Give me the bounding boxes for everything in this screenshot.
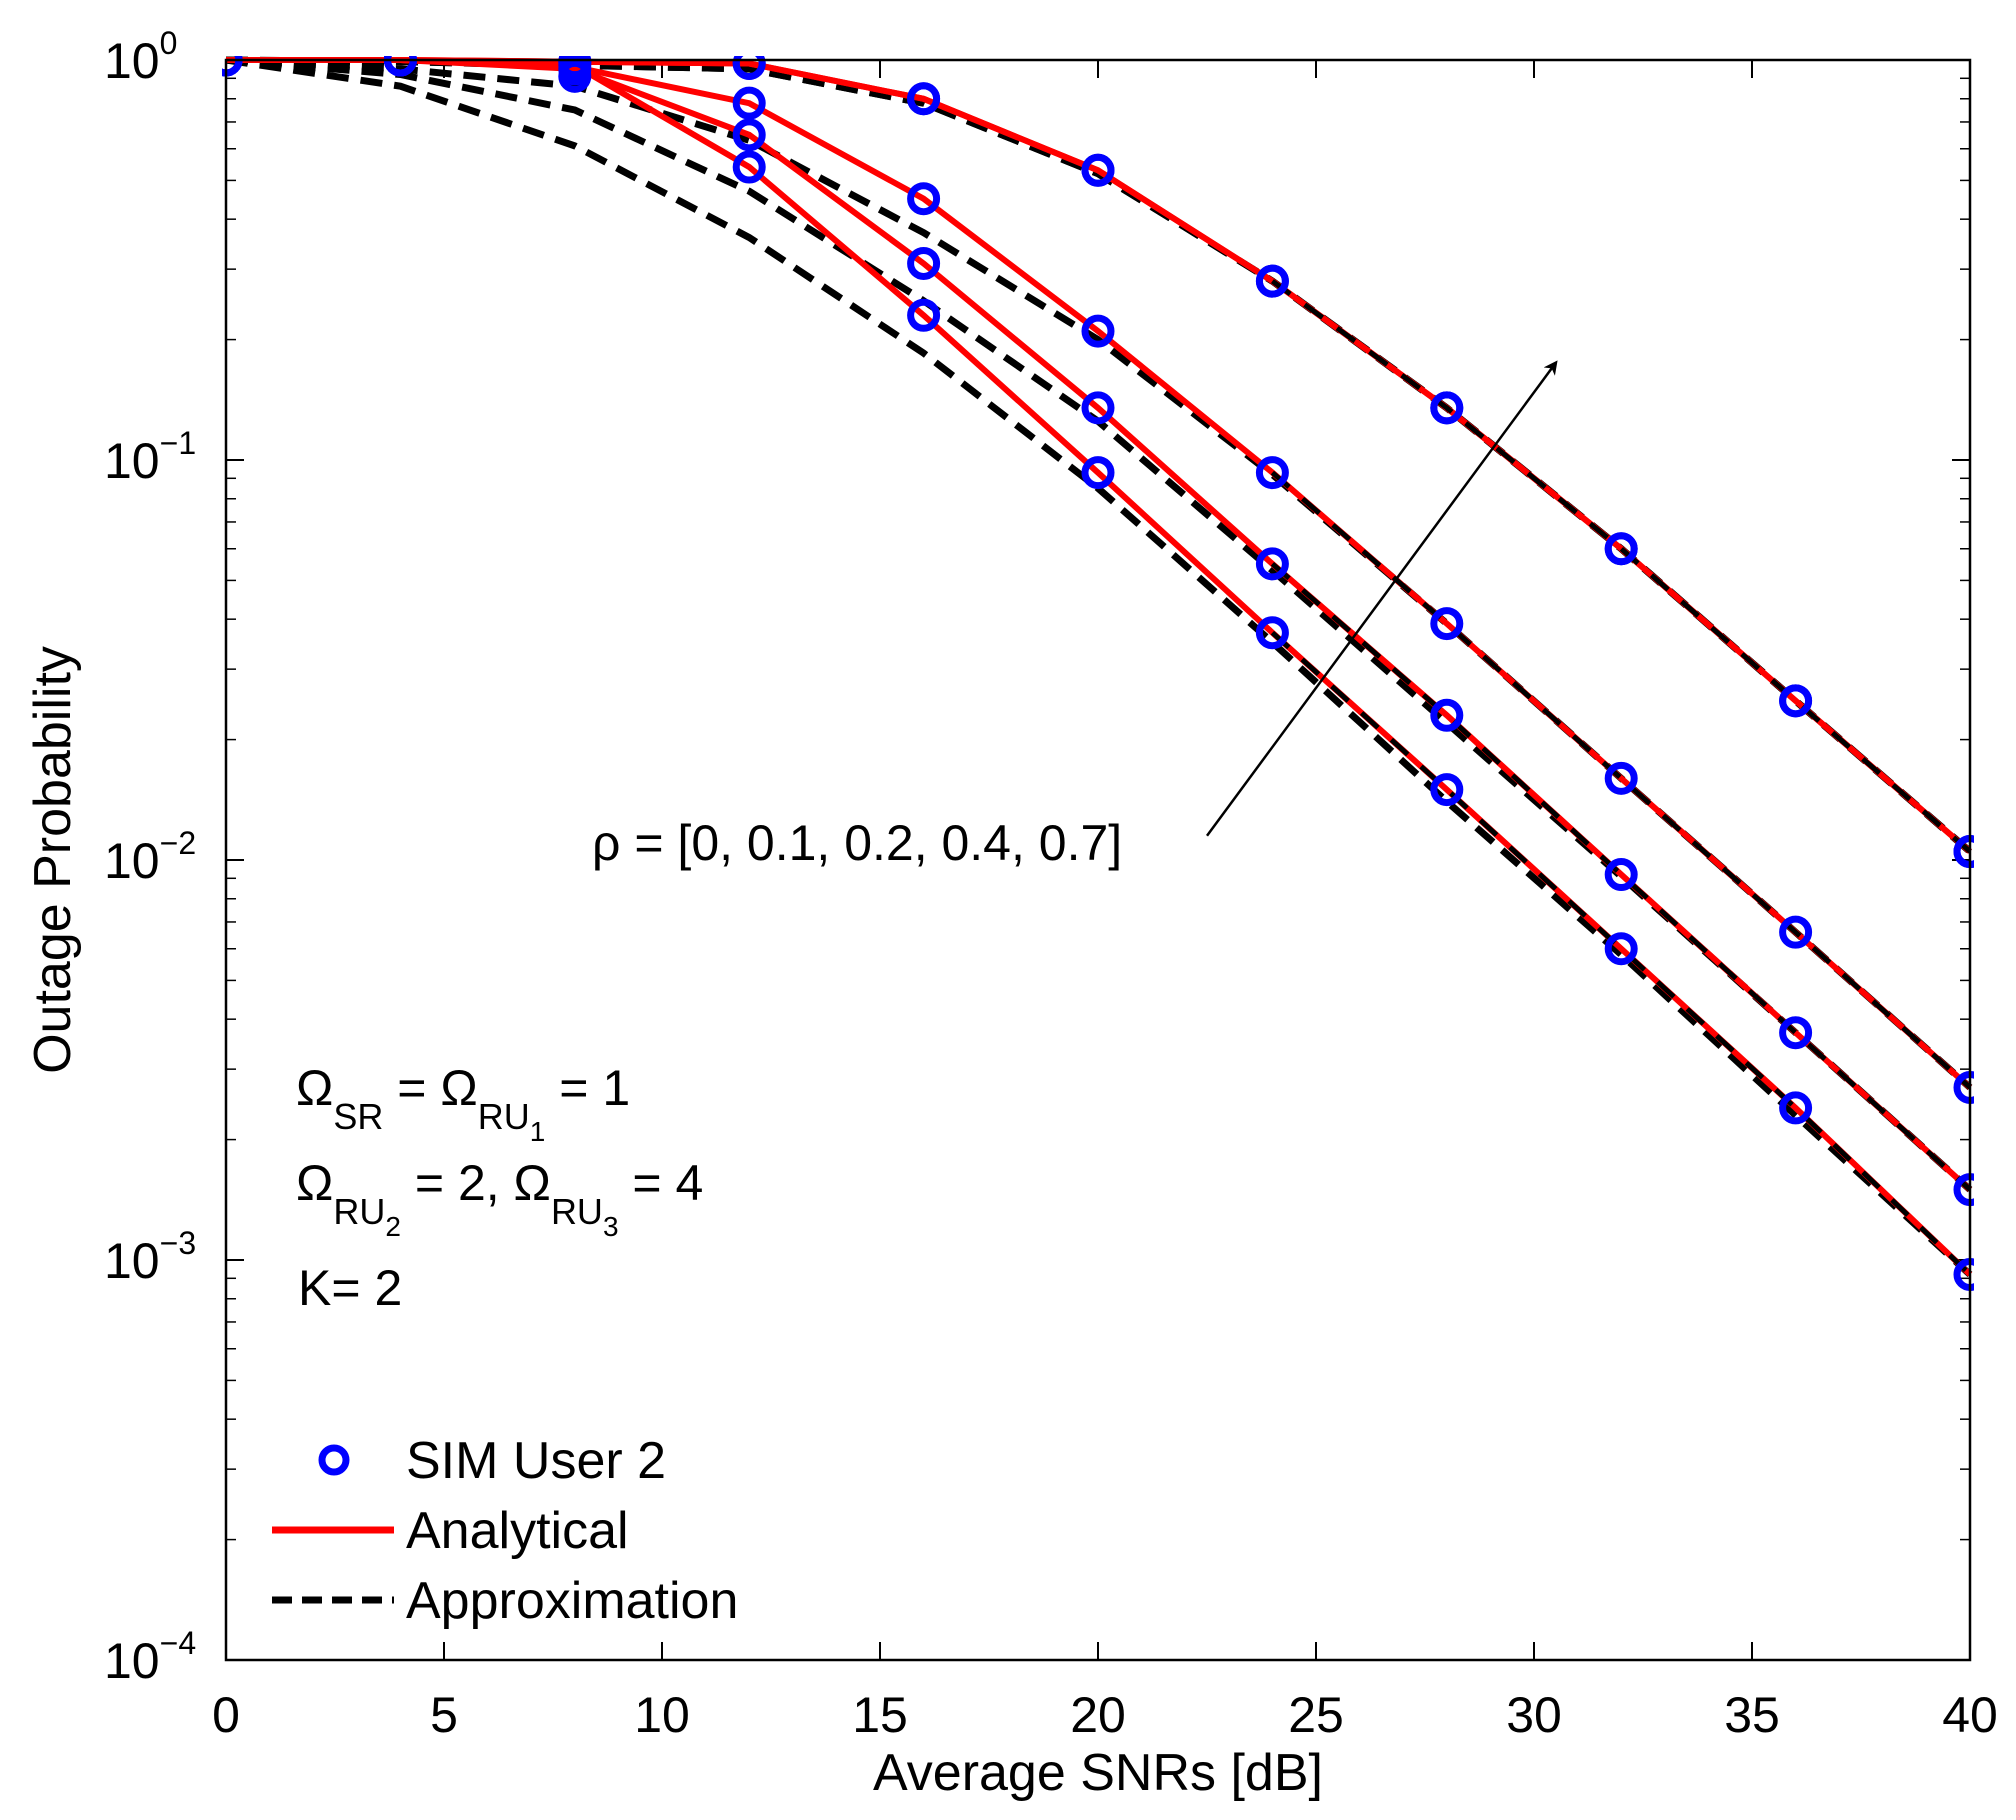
legend: SIM User 2 Analytical Approximation (272, 1432, 738, 1630)
approximation-line-rho-0.2 (225, 56, 1973, 1091)
sim-marker-rho-0.7 (907, 82, 941, 116)
approximation-overlay-rho-0.1 (1270, 562, 1972, 1192)
sim-marker-rho-0.2 (732, 86, 766, 120)
sim-marker-rho-0.1 (1779, 1016, 1813, 1050)
y-tick-label: 100 (104, 25, 177, 89)
sim-marker-rho-0.7 (1604, 532, 1638, 566)
x-tick-label: 10 (634, 1687, 690, 1743)
parameter-box: ΩSR = ΩRU1 = 1 ΩRU2 = 2, ΩRU3 = 4 K= 2 (296, 1060, 703, 1316)
y-tick-label: 10−4 (104, 1625, 196, 1689)
param-line-1: ΩSR = ΩRU1 = 1 (296, 1060, 630, 1147)
legend-marker-sim (318, 1444, 350, 1476)
sim-marker-rho-0.7 (558, 56, 592, 79)
legend-label-analytical: Analytical (406, 1502, 629, 1560)
sim-marker-rho-0 (732, 150, 766, 184)
sim-marker-rho-0.2 (1779, 915, 1813, 949)
tick-labels: 0 5 10 15 20 25 30 35 40 100 10−1 10−2 10−3 10−4 (104, 25, 1998, 1743)
sim-marker-rho-0 (1081, 456, 1115, 490)
x-tick-label: 25 (1288, 1687, 1344, 1743)
sim-marker-rho-0.7 (732, 56, 766, 81)
sim-marker-rho-0.1 (1255, 547, 1289, 581)
sim-marker-rho-0.2 (1081, 314, 1115, 348)
x-tick-label: 20 (1070, 1687, 1126, 1743)
legend-label-approximation: Approximation (406, 1572, 738, 1630)
x-tick-label: 35 (1724, 1687, 1780, 1743)
x-tick-label: 15 (852, 1687, 908, 1743)
sim-marker-rho-0.1 (907, 246, 941, 280)
sim-marker-rho-0.7 (1430, 391, 1464, 425)
param-line-2: ΩRU2 = 2, ΩRU3 = 4 (296, 1155, 703, 1242)
sim-marker-rho-0.1 (1081, 391, 1115, 425)
x-tick-label: 5 (430, 1687, 458, 1743)
sim-marker-rho-0.2 (1255, 456, 1289, 490)
sim-marker-rho-0.1 (1430, 698, 1464, 732)
plot-area (222, 56, 1974, 1661)
annotation-arrow (1205, 360, 1558, 837)
sim-marker-rho-0 (1779, 1091, 1813, 1125)
sim-marker-rho-0 (1604, 932, 1638, 966)
sim-marker-rho-0.2 (907, 182, 941, 216)
sim-marker-rho-0.2 (1430, 607, 1464, 641)
sim-marker-rho-0.2 (558, 59, 592, 93)
plot-frame (224, 58, 1972, 1662)
series-layer (222, 56, 1974, 1291)
y-tick-label: 10−2 (104, 825, 196, 889)
y-tick-label: 10−3 (104, 1225, 196, 1289)
x-tick-label: 40 (1942, 1687, 1998, 1743)
sim-marker-rho-0.7 (1255, 264, 1289, 298)
annotation-text: ρ = [0, 0.1, 0.2, 0.4, 0.7] (592, 815, 1122, 871)
y-tick-label: 10−1 (104, 425, 196, 489)
x-tick-label: 0 (212, 1687, 240, 1743)
x-axis-label: Average SNRs [dB] (873, 1744, 1323, 1802)
sim-marker-rho-0.2 (1604, 761, 1638, 795)
sim-marker-rho-0 (907, 298, 941, 332)
sim-marker-rho-0 (1430, 773, 1464, 807)
sim-marker-rho-0.1 (1604, 857, 1638, 891)
rho-annotation: ρ = [0, 0.1, 0.2, 0.4, 0.7] (592, 360, 1558, 871)
sim-marker-rho-0.7 (1081, 153, 1115, 187)
sim-marker-rho-0.7 (1779, 684, 1813, 718)
y-axis-label: Outage Probability (24, 646, 82, 1074)
x-tick-label: 30 (1506, 1687, 1562, 1743)
approximation-overlay-rho-0.2 (1270, 470, 1972, 1090)
sim-marker-rho-0 (1255, 616, 1289, 650)
sim-marker-rho-0.1 (732, 118, 766, 152)
param-line-3: K= 2 (298, 1260, 402, 1316)
legend-label-sim: SIM User 2 (406, 1432, 666, 1490)
